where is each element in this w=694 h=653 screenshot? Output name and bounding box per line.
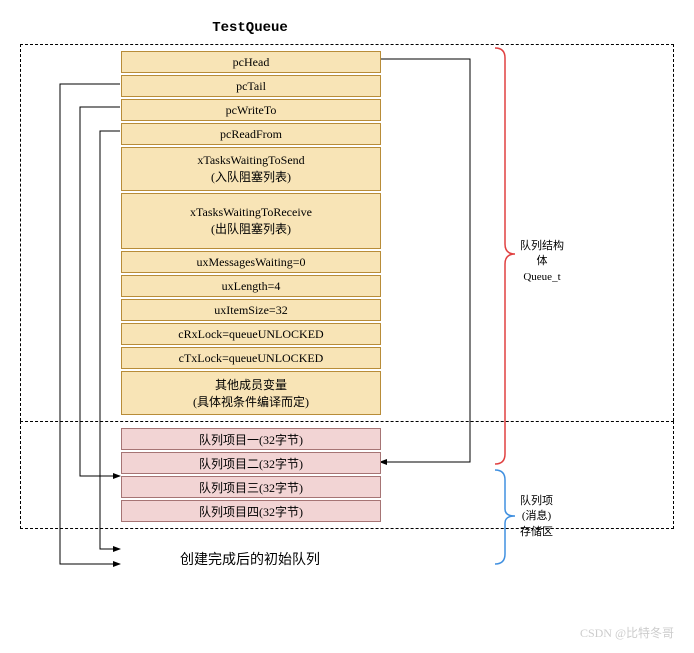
struct-cell-1: pcTail [121,75,381,97]
struct-bracket-label: 队列结构 体 Queue_t [520,239,564,285]
struct-cell-8: uxItemSize=32 [121,299,381,321]
struct-cell-5: xTasksWaitingToReceive (出队阻塞列表) [121,193,381,249]
struct-cell-0: pcHead [121,51,381,73]
struct-cell-9: cRxLock=queueUNLOCKED [121,323,381,345]
struct-outline: pcHeadpcTailpcWriteTopcReadFromxTasksWai… [20,44,674,421]
struct-cell-6: uxMessagesWaiting=0 [121,251,381,273]
storage-bracket-label: 队列项 (消息) 存储区 [520,494,553,540]
diagram-container: pcHeadpcTailpcWriteTopcReadFromxTasksWai… [20,44,674,529]
struct-cell-4: xTasksWaitingToSend (入队阻塞列表) [121,147,381,191]
struct-cell-3: pcReadFrom [121,123,381,145]
storage-cell-1: 队列项目二(32字节) [121,452,381,474]
diagram-caption: 创建完成后的初始队列 [120,549,380,569]
struct-cell-2: pcWriteTo [121,99,381,121]
diagram-title: TestQueue [120,20,380,36]
storage-cell-3: 队列项目四(32字节) [121,500,381,522]
watermark: CSDN @比特冬哥 [580,624,674,641]
storage-outline: 队列项目一(32字节)队列项目二(32字节)队列项目三(32字节)队列项目四(3… [20,421,674,529]
struct-cell-11: 其他成员变量 (具体视条件编译而定) [121,371,381,415]
storage-cell-2: 队列项目三(32字节) [121,476,381,498]
struct-cell-7: uxLength=4 [121,275,381,297]
struct-cell-10: cTxLock=queueUNLOCKED [121,347,381,369]
storage-cell-0: 队列项目一(32字节) [121,428,381,450]
